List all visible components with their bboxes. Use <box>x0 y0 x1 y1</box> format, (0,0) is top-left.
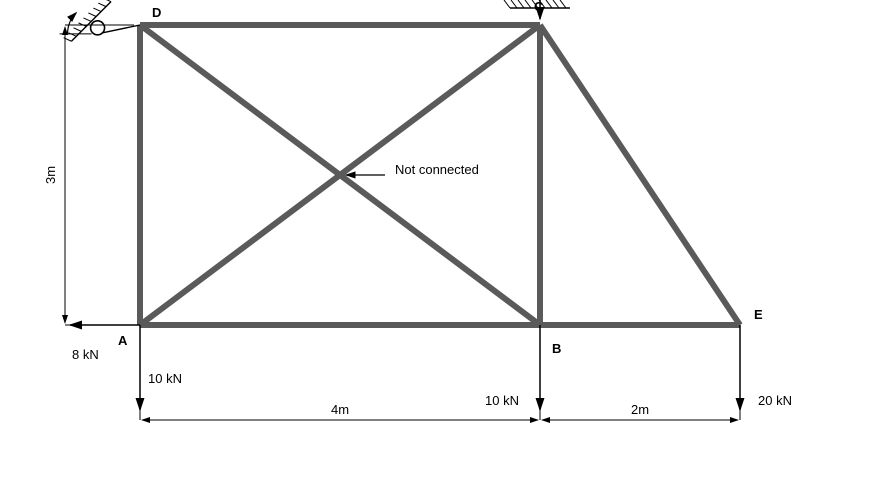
node-label-C: C <box>534 0 544 14</box>
force-label-2: 10 kN <box>485 393 519 408</box>
node-label-E: E <box>754 307 763 322</box>
dim-4m-label: 4m <box>331 402 349 417</box>
forces: 8 kN 10 kN 10 kN 20 kN <box>70 0 792 410</box>
dim-2m: 2m <box>540 331 740 420</box>
member-CE <box>540 25 740 325</box>
node-label-D: D <box>152 5 161 20</box>
node-label-A: A <box>118 333 128 348</box>
dim-3m-label: 3m <box>43 166 58 184</box>
node-labels: A B E D C <box>118 0 763 356</box>
support-roller-D: θ <box>60 0 140 41</box>
force-label-0: 8 kN <box>72 347 99 362</box>
not-connected-annotation: Not connected <box>346 162 479 177</box>
dim-3m: 3m <box>43 25 134 325</box>
force-label-1: 10 kN <box>148 371 182 386</box>
force-label-3: 20 kN <box>758 393 792 408</box>
not-connected-label: Not connected <box>395 162 479 177</box>
dim-2m-label: 2m <box>631 402 649 417</box>
node-label-B: B <box>552 341 561 356</box>
dim-4m: 4m <box>140 331 540 420</box>
